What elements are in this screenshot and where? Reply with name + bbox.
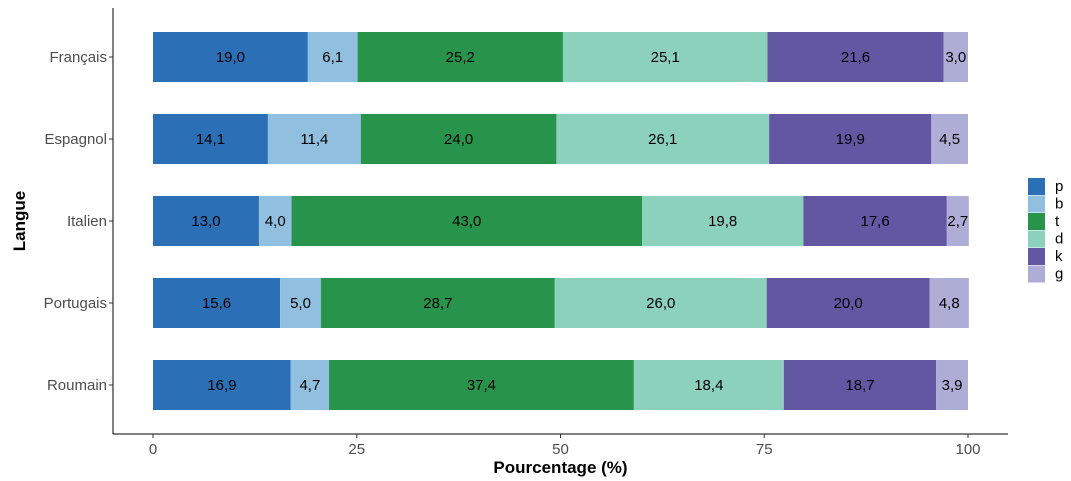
data-label: 18,4 xyxy=(694,377,723,394)
data-label: 3,9 xyxy=(942,377,963,394)
legend-swatch-b xyxy=(1028,195,1045,213)
axes-layer: 0 25 50 75 100 Français Espagnol Italien Portuga… xyxy=(44,8,1008,458)
y-axis-title: Langue xyxy=(10,191,29,251)
x-tick-label: 100 xyxy=(955,441,980,458)
bar-segment-k xyxy=(767,32,944,82)
data-label: 13,0 xyxy=(191,213,220,230)
y-tick-label: Espagnol xyxy=(44,131,107,148)
bar-segment-g xyxy=(943,32,968,82)
legend-swatch-g xyxy=(1028,265,1045,283)
data-label: 20,0 xyxy=(834,295,863,312)
x-axis-title: Pourcentage (%) xyxy=(493,458,627,477)
legend-swatch-k xyxy=(1028,248,1045,265)
bar-segment-b xyxy=(290,360,330,410)
data-label: 16,9 xyxy=(207,377,236,394)
data-label: 15,6 xyxy=(202,295,231,312)
data-label: 17,6 xyxy=(860,213,889,230)
data-label: 28,7 xyxy=(423,295,452,312)
legend-label: g xyxy=(1055,266,1063,283)
y-tick-label: Français xyxy=(49,49,107,66)
bar-segment-t xyxy=(357,32,563,82)
bar-segment-p xyxy=(153,114,268,164)
legend-label: t xyxy=(1055,213,1060,230)
bar-segment-p xyxy=(153,360,291,410)
data-label: 2,7 xyxy=(947,213,968,230)
data-label: 25,2 xyxy=(446,49,475,66)
y-tick-label: Italien xyxy=(67,213,107,230)
data-label: 19,8 xyxy=(708,213,737,230)
data-label: 19,9 xyxy=(836,131,865,148)
legend-label: k xyxy=(1055,248,1063,265)
data-label: 14,1 xyxy=(196,131,225,148)
bar-segment-d xyxy=(642,196,804,246)
y-tick-label: Portugais xyxy=(44,295,107,312)
data-label: 4,7 xyxy=(299,377,320,394)
bar-segment-k xyxy=(769,114,932,164)
bar-segment-g xyxy=(936,360,968,410)
bar-segment-k xyxy=(803,196,947,246)
data-label: 43,0 xyxy=(452,213,481,230)
data-label: 19,0 xyxy=(216,49,245,66)
data-label: 11,4 xyxy=(300,131,328,148)
data-label: 24,0 xyxy=(444,131,473,148)
data-label: 37,4 xyxy=(467,377,496,394)
y-tick-label: Roumain xyxy=(47,377,107,394)
data-label: 18,7 xyxy=(845,377,874,394)
bar-segment-p xyxy=(153,196,259,246)
bar-segment-p xyxy=(153,32,308,82)
bar-segment-t xyxy=(360,114,557,164)
data-label: 3,0 xyxy=(945,49,966,66)
legend-swatch-p xyxy=(1028,178,1045,195)
data-label: 4,8 xyxy=(939,295,960,312)
bar-segment-p xyxy=(153,278,281,328)
bar-segment-t xyxy=(320,278,555,328)
bar-segment-d xyxy=(562,32,768,82)
legend-label: d xyxy=(1055,231,1063,248)
x-tick-label: 0 xyxy=(149,441,157,458)
legend-swatch-d xyxy=(1028,230,1045,248)
legend-label: p xyxy=(1055,178,1063,195)
data-label: 21,6 xyxy=(841,49,870,66)
x-tick-label: 25 xyxy=(348,441,365,458)
bar-segment-b xyxy=(258,196,292,246)
x-tick-label: 75 xyxy=(756,441,773,458)
data-label: 4,5 xyxy=(939,131,960,148)
data-label: 5,0 xyxy=(290,295,311,312)
bar-segment-b xyxy=(280,278,321,328)
bar-segment-d xyxy=(633,360,784,410)
data-label: 26,0 xyxy=(646,295,675,312)
legend-swatch-t xyxy=(1028,213,1045,230)
data-label: 25,1 xyxy=(651,49,680,66)
bar-segment-k xyxy=(783,360,937,410)
bar-segment-g xyxy=(931,114,968,164)
bars-layer: 19,0 6,1 25,2 25,1 21,6 3,0 14,1 11,4 24,0 26,1 19… xyxy=(153,32,969,410)
bar-segment-d xyxy=(556,114,770,164)
data-label: 4,0 xyxy=(265,213,286,230)
bar-segment-g xyxy=(946,196,969,246)
bar-segment-g xyxy=(929,278,969,328)
data-label: 6,1 xyxy=(322,49,343,66)
bar-segment-t xyxy=(329,360,634,410)
bar-segment-d xyxy=(554,278,767,328)
bar-segment-t xyxy=(291,196,642,246)
x-tick-label: 50 xyxy=(552,441,569,458)
legend-label: b xyxy=(1055,196,1063,213)
bar-segment-k xyxy=(766,278,930,328)
data-label: 26,1 xyxy=(648,131,677,148)
bar-segment-b xyxy=(307,32,358,82)
bar-segment-b xyxy=(267,114,361,164)
